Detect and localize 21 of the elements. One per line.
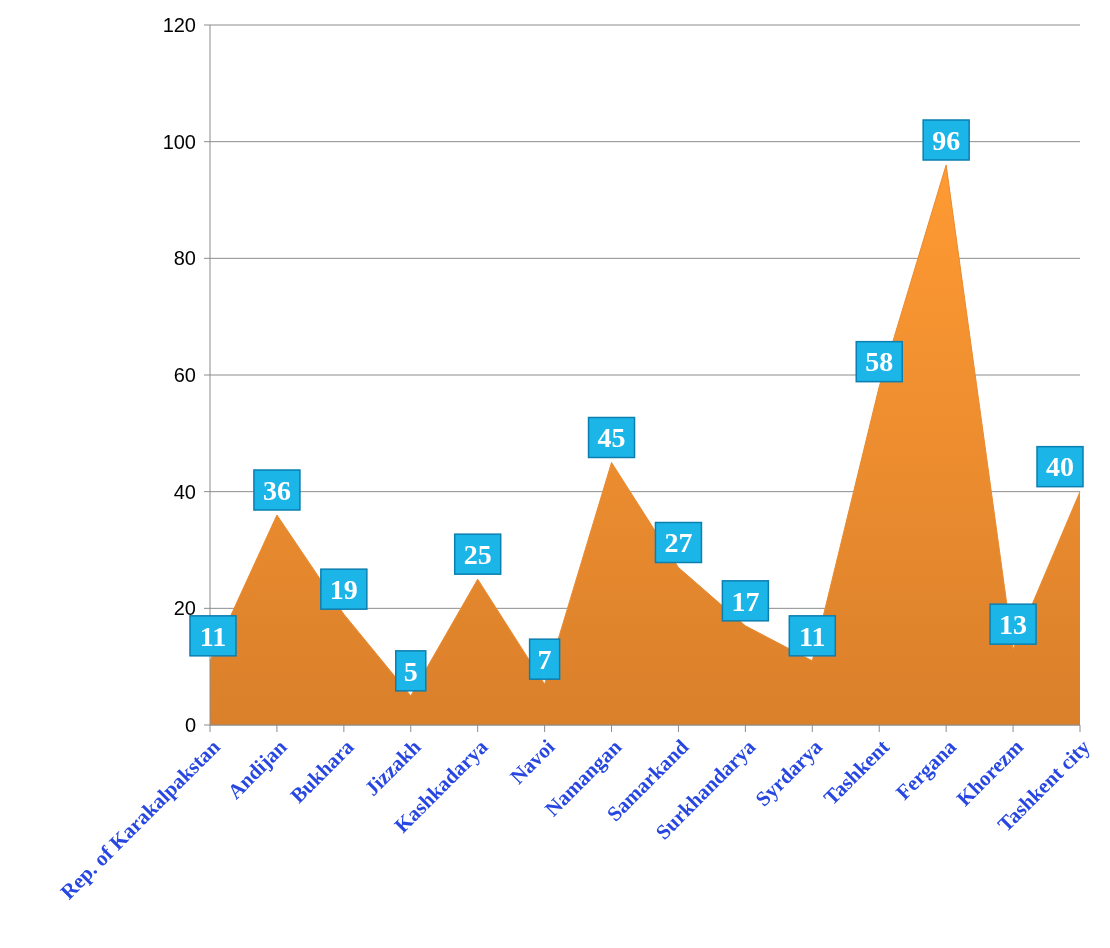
data-label: 11 bbox=[199, 620, 227, 652]
data-label: 40 bbox=[1046, 451, 1074, 483]
y-tick-label: 0 bbox=[184, 714, 196, 736]
data-label: 17 bbox=[731, 585, 760, 617]
data-label: 27 bbox=[664, 527, 693, 559]
data-label: 25 bbox=[463, 538, 492, 570]
y-tick-label: 80 bbox=[173, 247, 196, 270]
data-label: 58 bbox=[865, 346, 894, 378]
y-tick-label: 120 bbox=[162, 14, 196, 36]
y-tick-label: 20 bbox=[173, 597, 196, 620]
data-label: 13 bbox=[999, 608, 1028, 640]
data-label: 36 bbox=[262, 474, 291, 506]
y-tick-label: 60 bbox=[173, 364, 196, 386]
data-label: 11 bbox=[799, 620, 826, 652]
y-tick-label: 40 bbox=[173, 480, 196, 503]
y-tick-label: 100 bbox=[162, 130, 196, 153]
data-label: 5 bbox=[403, 655, 418, 687]
data-label: 96 bbox=[932, 124, 961, 156]
data-label: 7 bbox=[537, 643, 552, 675]
data-label: 19 bbox=[329, 573, 358, 605]
data-label: 45 bbox=[597, 422, 626, 454]
